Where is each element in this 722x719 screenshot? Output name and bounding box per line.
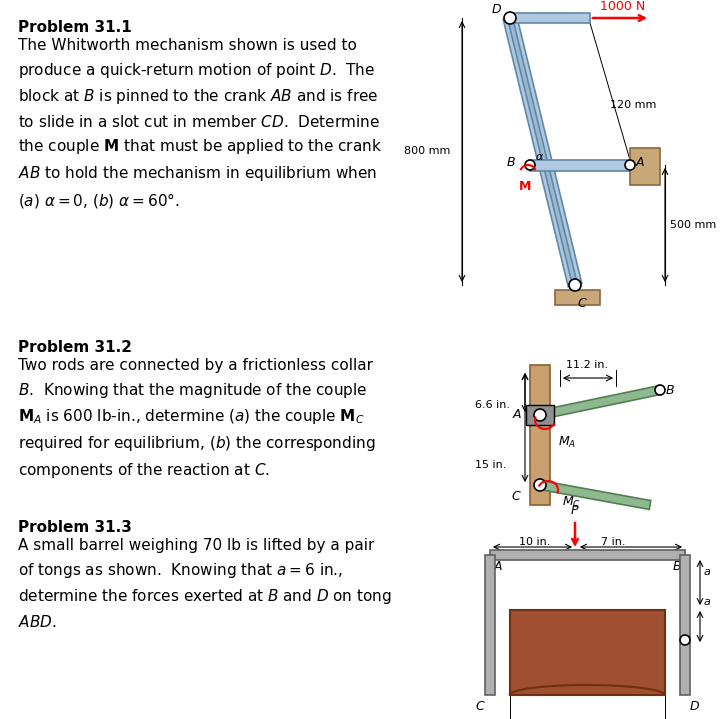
Bar: [526, 405, 554, 425]
Text: $A$: $A$: [493, 560, 503, 573]
Text: The Whitworth mechanism shown is used to
produce a quick-return motion of point : The Whitworth mechanism shown is used to…: [18, 38, 382, 210]
Circle shape: [534, 479, 546, 491]
Text: $M_A$: $M_A$: [558, 435, 576, 450]
Bar: [510, 610, 665, 695]
Text: $B$: $B$: [672, 560, 682, 573]
Text: 7 in.: 7 in.: [601, 537, 625, 547]
Polygon shape: [630, 148, 660, 185]
Polygon shape: [510, 13, 590, 23]
Polygon shape: [555, 290, 600, 305]
Text: $A$: $A$: [512, 408, 522, 421]
Text: 120 mm: 120 mm: [610, 100, 656, 110]
Polygon shape: [503, 17, 582, 287]
Text: 1000 N: 1000 N: [600, 0, 645, 13]
Circle shape: [525, 160, 535, 170]
Text: $M_C$: $M_C$: [562, 495, 581, 510]
Text: $B$: $B$: [506, 157, 516, 170]
Text: $C$: $C$: [475, 700, 486, 713]
Text: $P$: $P$: [570, 504, 580, 517]
Text: A small barrel weighing 70 lb is lifted by a pair
of tongs as shown.  Knowing th: A small barrel weighing 70 lb is lifted …: [18, 538, 392, 630]
Polygon shape: [539, 385, 661, 419]
Text: $a$: $a$: [703, 597, 711, 607]
Text: Problem 31.3: Problem 31.3: [18, 520, 132, 535]
Text: $\alpha$: $\alpha$: [535, 152, 544, 162]
Text: 800 mm: 800 mm: [404, 146, 450, 156]
Polygon shape: [508, 17, 578, 285]
Text: 15 in.: 15 in.: [475, 460, 506, 470]
Circle shape: [655, 385, 665, 395]
Polygon shape: [530, 160, 630, 170]
Text: 6.6 in.: 6.6 in.: [475, 400, 510, 410]
Polygon shape: [539, 480, 651, 510]
Polygon shape: [485, 555, 495, 695]
Text: $D$: $D$: [491, 3, 502, 16]
Text: $C$: $C$: [577, 297, 588, 310]
Polygon shape: [530, 365, 550, 505]
Circle shape: [680, 635, 690, 645]
Text: Two rods are connected by a frictionless collar
$B$.  Knowing that the magnitude: Two rods are connected by a frictionless…: [18, 358, 375, 480]
Text: $\mathbf{M}$: $\mathbf{M}$: [518, 180, 531, 193]
Text: $C$: $C$: [511, 490, 522, 503]
Polygon shape: [490, 550, 685, 560]
Text: Problem 31.1: Problem 31.1: [18, 20, 131, 35]
Text: $B$: $B$: [665, 383, 675, 396]
Circle shape: [569, 279, 581, 291]
Text: $A$: $A$: [635, 157, 645, 170]
Polygon shape: [680, 555, 690, 695]
Text: 10 in.: 10 in.: [519, 537, 551, 547]
Text: 11.2 in.: 11.2 in.: [566, 360, 608, 370]
Text: $D$: $D$: [689, 700, 700, 713]
Text: Problem 31.2: Problem 31.2: [18, 340, 132, 355]
Text: $a$: $a$: [703, 567, 711, 577]
Text: 500 mm: 500 mm: [670, 220, 716, 230]
Circle shape: [504, 12, 516, 24]
Circle shape: [534, 409, 546, 421]
Circle shape: [625, 160, 635, 170]
